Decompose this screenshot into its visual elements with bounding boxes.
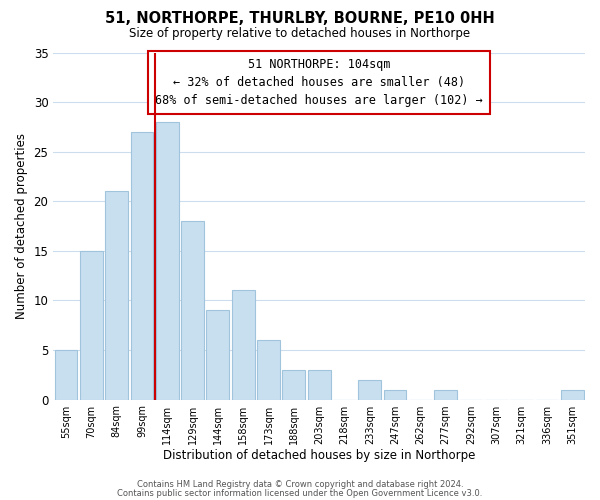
- Text: Size of property relative to detached houses in Northorpe: Size of property relative to detached ho…: [130, 27, 470, 40]
- Bar: [80, 251, 103, 400]
- Bar: [434, 390, 457, 400]
- Bar: [206, 310, 229, 400]
- Bar: [257, 340, 280, 400]
- X-axis label: Distribution of detached houses by size in Northorpe: Distribution of detached houses by size …: [163, 450, 475, 462]
- Text: 51, NORTHORPE, THURLBY, BOURNE, PE10 0HH: 51, NORTHORPE, THURLBY, BOURNE, PE10 0HH: [105, 11, 495, 26]
- Y-axis label: Number of detached properties: Number of detached properties: [15, 133, 28, 319]
- Bar: [384, 390, 406, 400]
- Bar: [308, 370, 331, 400]
- Bar: [131, 132, 154, 400]
- Bar: [181, 221, 204, 400]
- Bar: [156, 122, 179, 400]
- Bar: [283, 370, 305, 400]
- Bar: [105, 192, 128, 400]
- Text: Contains HM Land Registry data © Crown copyright and database right 2024.: Contains HM Land Registry data © Crown c…: [137, 480, 463, 489]
- Bar: [232, 290, 254, 400]
- Bar: [55, 350, 77, 400]
- Bar: [561, 390, 584, 400]
- Text: 51 NORTHORPE: 104sqm
← 32% of detached houses are smaller (48)
68% of semi-detac: 51 NORTHORPE: 104sqm ← 32% of detached h…: [155, 58, 483, 106]
- Text: Contains public sector information licensed under the Open Government Licence v3: Contains public sector information licen…: [118, 488, 482, 498]
- Bar: [358, 380, 381, 400]
